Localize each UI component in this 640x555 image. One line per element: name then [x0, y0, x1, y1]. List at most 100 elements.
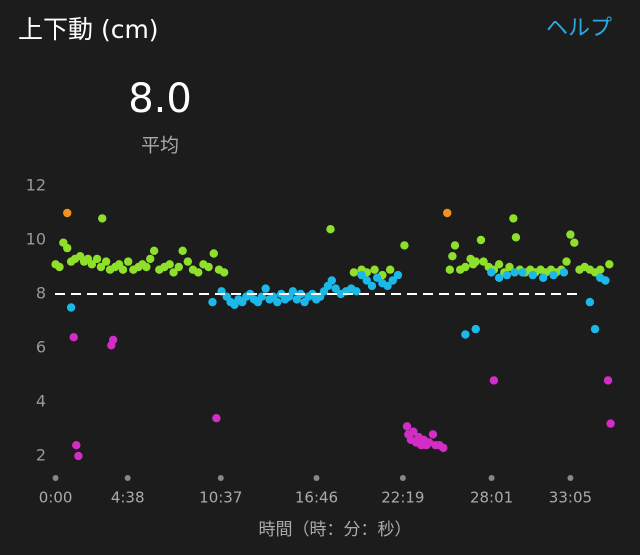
data-point: [518, 268, 527, 277]
y-tick-label: 2: [36, 446, 46, 465]
x-tick-label: 33:05: [549, 489, 592, 507]
data-point: [402, 422, 412, 431]
data-point: [461, 262, 470, 272]
data-point: [357, 270, 366, 280]
data-point: [439, 443, 448, 453]
data-point: [511, 233, 521, 242]
average-caption: 平均: [141, 135, 179, 157]
data-point: [549, 270, 558, 280]
data-point: [494, 260, 504, 269]
x-tick-label: 28:01: [470, 489, 513, 507]
data-point: [383, 281, 392, 291]
data-point: [443, 208, 452, 218]
x-tick-dot: [488, 475, 495, 481]
data-point: [212, 414, 221, 423]
y-tick-label: 4: [36, 392, 46, 411]
data-point: [601, 276, 610, 285]
data-point: [461, 330, 470, 339]
data-point: [362, 276, 372, 285]
data-point: [562, 257, 571, 266]
y-tick-label: 6: [36, 338, 46, 357]
data-point: [370, 265, 379, 274]
data-point: [424, 438, 434, 447]
data-point: [479, 257, 488, 266]
x-tick-label: 22:19: [381, 489, 424, 507]
data-point: [146, 254, 155, 264]
y-tick-label: 10: [26, 230, 46, 249]
data-point: [606, 419, 615, 428]
data-point: [505, 262, 514, 272]
data-point: [570, 238, 579, 247]
data-point: [603, 376, 613, 385]
data-point: [66, 303, 76, 312]
data-point: [165, 260, 174, 269]
data-point: [96, 262, 106, 272]
x-tick-dot: [313, 475, 320, 481]
average-value: 8.0: [128, 76, 192, 122]
data-point: [400, 241, 409, 250]
data-point: [208, 297, 217, 307]
data-point: [349, 268, 359, 277]
data-point: [123, 257, 133, 266]
x-tick-dot: [567, 475, 574, 481]
data-point: [63, 243, 72, 253]
data-point: [149, 246, 159, 255]
data-point: [118, 265, 128, 274]
data-point: [326, 225, 335, 234]
data-point: [194, 268, 203, 277]
data-point: [494, 273, 504, 282]
data-point: [471, 324, 480, 334]
x-tick-dot: [217, 475, 224, 481]
data-point: [596, 265, 605, 274]
data-point: [219, 268, 229, 277]
x-tick-dot: [52, 475, 59, 481]
data-point: [566, 230, 575, 239]
title: 上下動 (cm): [18, 15, 159, 44]
data-point: [74, 451, 83, 461]
data-point: [502, 270, 512, 280]
x-tick-label: 4:38: [111, 489, 145, 507]
data-point: [367, 281, 377, 291]
data-point: [273, 297, 282, 307]
data-point: [585, 297, 595, 307]
x-tick-dot: [124, 475, 131, 481]
data-point: [174, 262, 183, 272]
data-point: [509, 214, 518, 223]
y-tick-label: 12: [26, 176, 46, 195]
data-point: [87, 260, 97, 269]
data-point: [393, 270, 403, 280]
data-point: [204, 262, 213, 272]
data-point: [69, 333, 78, 342]
data-point: [98, 214, 107, 223]
data-point: [538, 273, 548, 282]
data-point: [101, 257, 111, 266]
x-tick-dot: [399, 475, 406, 481]
data-point: [352, 287, 361, 296]
data-point: [385, 265, 395, 274]
data-point: [590, 324, 600, 334]
data-point: [169, 268, 178, 277]
data-point: [605, 260, 614, 269]
data-point: [388, 276, 397, 285]
x-tick-label: 0:00: [39, 489, 73, 507]
data-point: [288, 287, 298, 296]
help-link[interactable]: ヘルプ: [546, 16, 612, 41]
data-point: [450, 241, 460, 250]
data-point: [428, 430, 438, 439]
x-axis-label: 時間（時：分：秒）: [259, 520, 412, 540]
data-point: [55, 262, 64, 272]
data-point: [92, 254, 102, 264]
data-point: [448, 252, 457, 261]
data-point: [528, 270, 538, 280]
data-point: [487, 268, 496, 277]
data-point: [261, 284, 270, 293]
data-point: [183, 257, 193, 266]
data-point: [559, 268, 569, 277]
data-point: [409, 427, 418, 436]
data-point: [476, 235, 486, 245]
data-point: [178, 246, 187, 255]
x-tick-label: 10:37: [199, 489, 242, 507]
data-point: [471, 257, 480, 266]
data-point: [489, 376, 499, 385]
